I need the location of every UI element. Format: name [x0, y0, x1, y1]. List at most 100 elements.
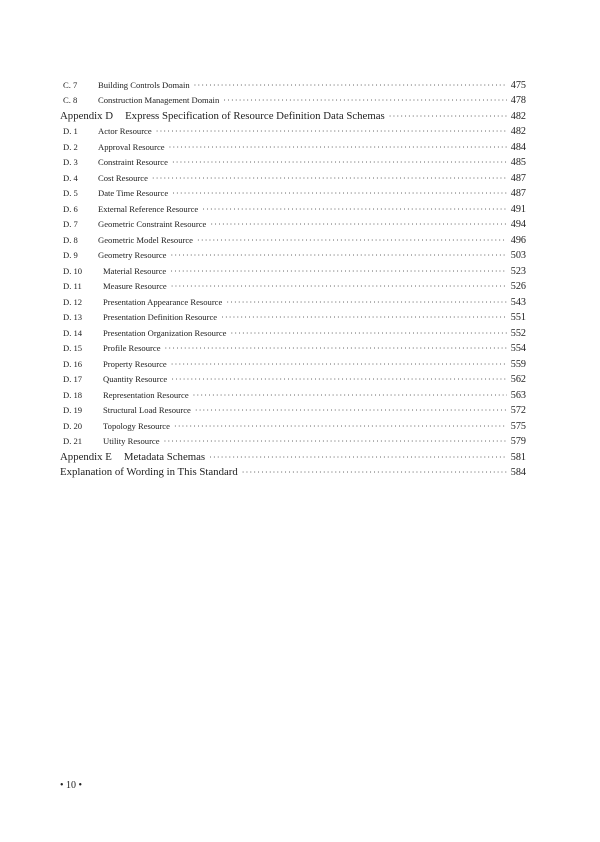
dot-leader: [194, 78, 507, 93]
toc-entry[interactable]: C. 7 Building Controls Domain 475: [63, 78, 526, 93]
dot-leader: [195, 403, 507, 418]
toc-entry-number: D. 17: [63, 374, 83, 385]
toc-entry-page: 563: [510, 389, 526, 401]
toc-entry-page: 562: [510, 374, 526, 386]
toc-entry-title: External Reference Resource: [98, 203, 199, 214]
toc-entry-page: 523: [510, 265, 526, 277]
toc-entry-title: Quantity Resource: [103, 374, 168, 385]
toc-entry-number: C. 7: [63, 80, 78, 90]
toc-entry[interactable]: D. 13 Presentation Definition Resource 551: [63, 310, 526, 325]
toc-entry-title: Measure Resource: [103, 281, 167, 292]
dot-leader: [164, 434, 507, 449]
toc-entry[interactable]: D. 15 Profile Resource 554: [63, 341, 526, 356]
toc-entry-title: Presentation Definition Resource: [103, 312, 218, 323]
toc-entry-page: 484: [510, 141, 526, 153]
toc-entry-title: Approval Resource: [98, 141, 165, 152]
dot-leader: [156, 124, 507, 139]
page-number: • 10 •: [60, 780, 83, 791]
dot-leader: [165, 341, 507, 356]
toc-entry[interactable]: D. 2 Approval Resource 484: [63, 140, 526, 155]
toc-entry[interactable]: D. 8 Geometric Model Resource 496: [63, 233, 526, 248]
toc-entry-title: Cost Resource: [98, 172, 148, 183]
toc-entry-number: D. 18: [63, 389, 83, 400]
toc-entry[interactable]: D. 5 Date Time Resource 487: [63, 186, 526, 201]
toc-entry-number: Appendix D: [60, 109, 114, 122]
toc-entry-number: D. 2: [63, 141, 78, 152]
toc-entry-page: 543: [510, 296, 526, 308]
toc-entry-number: D. 4: [63, 172, 78, 183]
dot-leader: [169, 140, 507, 155]
dot-leader: [197, 233, 507, 248]
toc-entry[interactable]: D. 11 Measure Resource 526: [63, 279, 526, 294]
toc-entry-title: Material Resource: [103, 265, 167, 276]
toc-entry[interactable]: C. 8 Construction Management Domain 478: [63, 93, 526, 108]
toc-entry[interactable]: D. 10 Material Resource 523: [63, 264, 526, 279]
toc-entry[interactable]: Appendix D Express Specification of Resou…: [60, 109, 526, 124]
toc-entry[interactable]: D. 4 Cost Resource 487: [63, 171, 526, 186]
toc-entry-title: Presentation Appearance Resource: [103, 296, 223, 307]
toc-entry-title: Representation Resource: [103, 389, 189, 400]
toc-entry-number: D. 20: [63, 420, 83, 431]
toc-entry-title: Utility Resource: [103, 436, 160, 447]
toc-entry-number: D. 10: [63, 265, 83, 276]
toc-entry-number: D. 11: [63, 281, 82, 292]
toc-entry[interactable]: D. 16 Property Resource 559: [63, 357, 526, 372]
toc-entry-title: Actor Resource: [98, 126, 152, 137]
toc-entry[interactable]: D. 1 Actor Resource 482: [63, 124, 526, 139]
dot-leader: [171, 279, 507, 294]
toc-entry[interactable]: D. 17 Quantity Resource 562: [63, 372, 526, 387]
toc-entry-title: Profile Resource: [103, 343, 161, 354]
toc-entry[interactable]: D. 19 Structural Load Resource 572: [63, 403, 526, 418]
toc-entry-number: D. 21: [63, 436, 83, 447]
toc-entry[interactable]: D. 14 Presentation Organization Resource 5…: [63, 326, 526, 341]
toc-entry-number: D. 5: [63, 188, 78, 199]
toc-entry-page: 572: [510, 405, 526, 417]
toc-entry[interactable]: Explanation of Wording in This Standard 5…: [60, 465, 526, 480]
dot-leader: [172, 155, 507, 170]
toc-entry-number: D. 7: [63, 219, 78, 230]
toc-entry[interactable]: D. 12 Presentation Appearance Resource 543: [63, 295, 526, 310]
toc-entry[interactable]: D. 6 External Reference Resource 491: [63, 202, 526, 217]
toc-entry-page: 487: [510, 188, 526, 200]
toc-entry-page: 475: [510, 80, 526, 91]
toc-entry-title: Geometry Resource: [98, 250, 167, 261]
toc-entry-title: Constraint Resource: [98, 157, 168, 168]
dot-leader: [226, 295, 506, 310]
toc-entry-number: C. 8: [63, 95, 78, 106]
dot-leader: [223, 93, 506, 108]
toc-entry-page: 478: [510, 95, 526, 107]
toc-entry-number: D. 3: [63, 157, 78, 168]
toc-entry-number: D. 15: [63, 343, 83, 354]
toc-entry-page: 485: [510, 157, 526, 169]
dot-leader: [389, 109, 507, 124]
dot-leader: [230, 326, 506, 341]
toc-entry-page: 494: [510, 219, 526, 231]
toc-entry-page: 581: [510, 451, 526, 463]
dot-leader: [152, 171, 507, 186]
toc-entry-page: 496: [510, 234, 526, 246]
toc-entry-number: D. 13: [63, 312, 83, 323]
dot-leader: [171, 372, 507, 387]
dot-leader: [171, 357, 507, 372]
toc-entry[interactable]: D. 20 Topology Resource 575: [63, 419, 526, 434]
dot-leader: [174, 419, 507, 434]
toc-entry-number: D. 9: [63, 250, 78, 261]
toc-entry-title: Building Controls Domain: [98, 80, 190, 90]
dot-leader: [171, 248, 507, 263]
toc-entry-number: D. 1: [63, 126, 78, 137]
toc-entry[interactable]: D. 21 Utility Resource 579: [63, 434, 526, 449]
toc-entry-page: 584: [510, 467, 526, 478]
dot-leader: [242, 465, 507, 480]
toc-entry[interactable]: Appendix E Metadata Schemas 581: [60, 450, 526, 465]
dot-leader: [221, 310, 507, 325]
toc-entry[interactable]: D. 3 Constraint Resource 485: [63, 155, 526, 170]
toc-entry[interactable]: D. 7 Geometric Constraint Resource 494: [63, 217, 526, 232]
toc-entry-title: Structural Load Resource: [103, 405, 191, 416]
toc-entry[interactable]: D. 18 Representation Resource 563: [63, 388, 526, 403]
dot-leader: [193, 388, 507, 403]
toc-entry-page: 554: [510, 343, 526, 355]
toc-entry-number: Appendix E: [60, 450, 112, 463]
toc-entry-number: D. 14: [63, 327, 83, 338]
toc-entry[interactable]: D. 9 Geometry Resource 503: [63, 248, 526, 263]
toc-entry-number: D. 19: [63, 405, 83, 416]
